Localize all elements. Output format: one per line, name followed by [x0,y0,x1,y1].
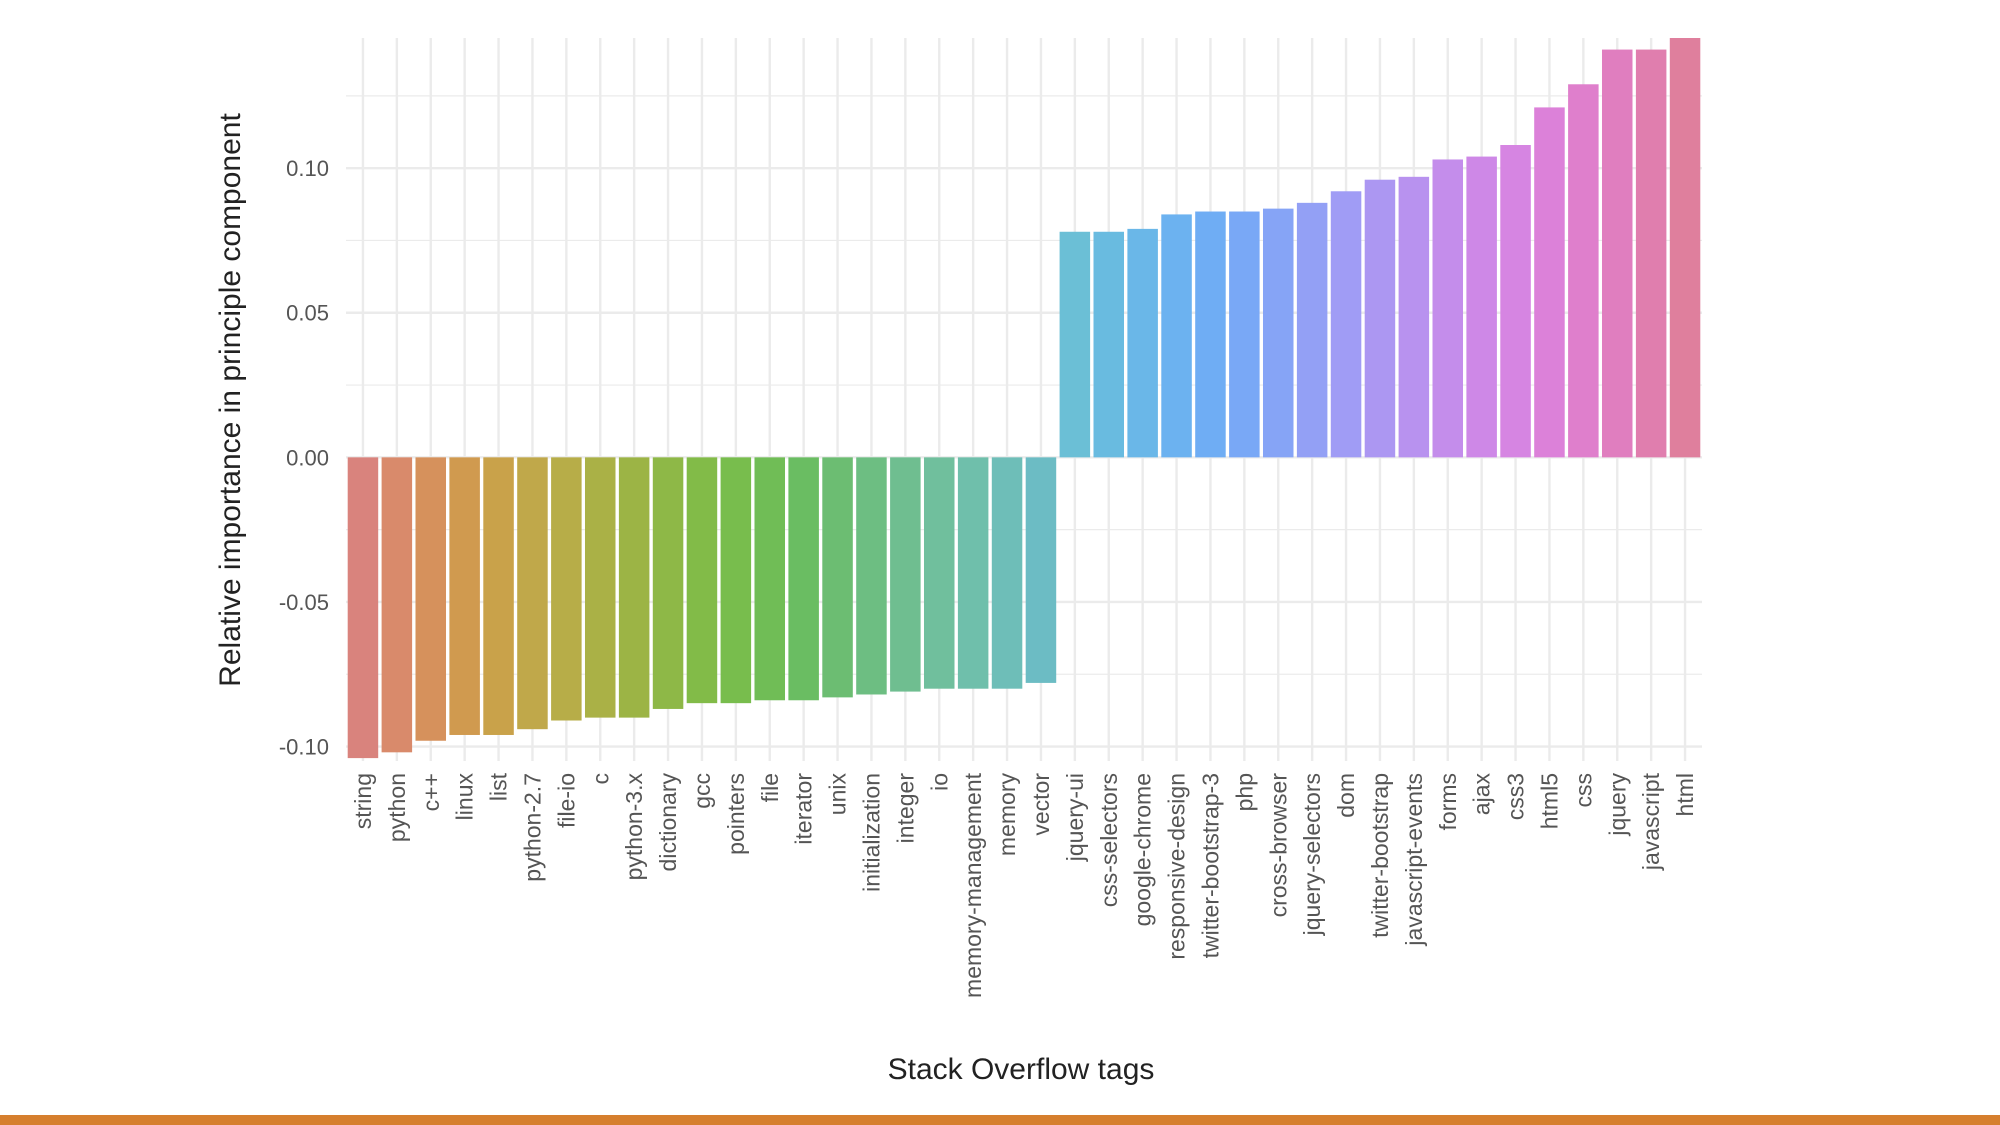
x-tick-label: pointers [723,773,749,855]
x-tick-label: initialization [858,773,884,892]
bar-google-chrome [1127,228,1158,458]
bar-html5 [1534,107,1565,458]
bar-responsive-design [1161,214,1192,458]
bar-dictionary [652,457,684,709]
x-tick-label: memory-management [960,772,986,998]
x-tick-label: file-io [553,773,579,828]
x-tick-label: python-2.7 [519,773,545,882]
bar-jquery-ui [1059,231,1091,458]
x-tick-label: gcc [689,773,715,809]
bar-ajax [1466,156,1497,458]
x-tick-label: jquery [1604,773,1630,837]
x-tick-label: dom [1333,773,1359,818]
grid-lines [346,38,1702,761]
x-tick-label: javascript-events [1401,773,1427,947]
bar-io [923,457,955,689]
bar-linux [449,457,480,735]
x-tick-label: jquery-selectors [1299,773,1325,936]
bar-unix [822,457,853,698]
x-tick-label: ajax [1469,773,1495,816]
x-tick-label: jquery-ui [1062,773,1088,862]
x-axis-tick-labels: string python c++ linux list python-2.7 file-i… [350,772,1698,998]
y-tick-label: 0.05 [286,301,329,326]
bar-vector [1025,457,1057,683]
y-tick-label: -0.05 [279,590,329,615]
x-tick-label: unix [825,773,851,816]
bar-forms [1432,159,1464,458]
bar-memory [991,457,1023,689]
bar-javascript [1635,49,1667,458]
bar-python-2.7 [517,457,548,730]
bar-file [754,457,786,701]
x-tick-label: html [1672,773,1698,816]
bar-initialization [856,457,887,695]
bar-jquery [1601,49,1633,458]
bar-python-3.x [618,457,650,718]
bars [347,38,1701,759]
bar-python [381,457,413,753]
bar-c++ [415,457,447,741]
x-axis-title: Stack Overflow tags [888,1053,1155,1086]
bar-twitter-bootstrap [1364,179,1396,458]
x-tick-label: linux [452,773,478,821]
bar-cross-browser [1262,208,1294,458]
y-tick-label: 0.00 [286,445,329,470]
x-tick-label: css [1570,773,1596,808]
bar-string [347,457,379,759]
x-tick-label: cross-browser [1265,773,1291,918]
bar-javascript-events [1398,176,1430,458]
x-tick-label: file [757,773,783,802]
bar-pointers [720,457,752,704]
x-tick-label: integer [892,773,918,844]
bar-css-selectors [1093,231,1125,458]
x-tick-label: twitter-bootstrap-3 [1197,773,1223,958]
x-tick-label: python [384,773,410,842]
x-tick-label: responsive-design [1164,773,1190,960]
x-tick-label: list [486,772,512,801]
x-tick-label: io [926,773,952,791]
bar-c [584,457,616,718]
bar-css [1568,84,1599,458]
footer-accent-bar [0,1115,2000,1125]
bar-php [1229,211,1260,458]
x-tick-label: css3 [1503,773,1529,820]
x-tick-label: string [350,773,376,829]
x-tick-label: css-selectors [1096,773,1122,907]
bar-gcc [686,457,718,704]
x-tick-label: python-3.x [621,773,647,881]
bar-html [1669,38,1701,458]
bar-dom [1330,191,1362,458]
x-tick-label: javascript [1638,772,1664,871]
x-tick-label: vector [1028,773,1054,836]
x-tick-label: iterator [791,773,817,845]
x-tick-label: dictionary [655,773,681,872]
y-axis-title: Relative importance in principle compone… [214,113,247,687]
bar-css3 [1500,145,1531,458]
bar-memory-management [957,457,989,689]
x-tick-label: c [587,773,613,785]
bar-jquery-selectors [1296,202,1328,458]
bar-file-io [551,457,582,721]
x-tick-label: google-chrome [1130,773,1156,926]
y-axis-ticks: -0.10 -0.05 0.00 0.05 0.10 [279,156,329,759]
x-tick-label: php [1231,773,1257,811]
x-tick-label: memory [994,773,1020,857]
bar-integer [890,457,921,692]
bar-twitter-bootstrap-3 [1195,211,1226,458]
x-tick-label: forms [1435,773,1461,831]
y-tick-label: -0.10 [279,735,329,760]
x-tick-label: c++ [418,773,444,811]
bar-iterator [788,457,819,701]
x-tick-label: twitter-bootstrap [1367,773,1393,938]
y-tick-label: 0.10 [286,156,329,181]
bar-list [483,457,514,735]
x-tick-label: html5 [1536,773,1562,829]
